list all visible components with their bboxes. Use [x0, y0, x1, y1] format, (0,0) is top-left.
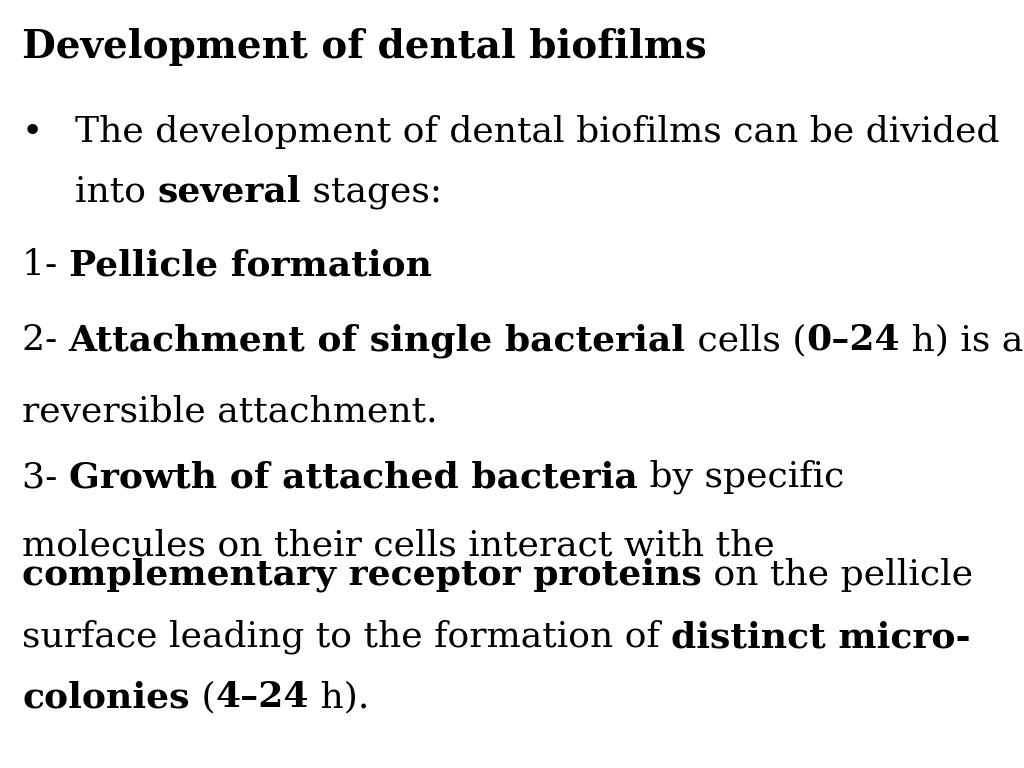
Text: 2-: 2-	[22, 323, 69, 357]
Text: Development of dental biofilms: Development of dental biofilms	[22, 28, 707, 66]
Text: distinct micro-: distinct micro-	[672, 620, 971, 654]
Text: stages:: stages:	[301, 175, 442, 209]
Text: h).: h).	[308, 680, 369, 714]
Text: 1-: 1-	[22, 248, 69, 282]
Text: surface leading to the formation of: surface leading to the formation of	[22, 620, 672, 654]
Text: (: (	[189, 680, 215, 714]
Text: several: several	[158, 175, 301, 209]
Text: The development of dental biofilms can be divided: The development of dental biofilms can b…	[75, 115, 999, 149]
Text: complementary receptor proteins: complementary receptor proteins	[22, 558, 701, 592]
Text: 3-: 3-	[22, 460, 69, 494]
Text: reversible attachment.: reversible attachment.	[22, 395, 437, 429]
Text: 4–24: 4–24	[215, 680, 308, 714]
Text: h) is a: h) is a	[900, 323, 1023, 357]
Text: Growth of attached bacteria: Growth of attached bacteria	[69, 460, 638, 494]
Text: Attachment of single bacterial: Attachment of single bacterial	[69, 323, 686, 357]
Text: Pellicle formation: Pellicle formation	[69, 248, 432, 282]
Text: 0–24: 0–24	[806, 323, 900, 357]
Text: •: •	[22, 115, 43, 149]
Text: colonies: colonies	[22, 680, 189, 714]
Text: by specific: by specific	[638, 460, 844, 495]
Text: molecules on their cells interact with the: molecules on their cells interact with t…	[22, 528, 775, 562]
Text: into: into	[75, 175, 158, 209]
Text: cells (: cells (	[686, 323, 806, 357]
Text: on the pellicle: on the pellicle	[701, 558, 973, 592]
